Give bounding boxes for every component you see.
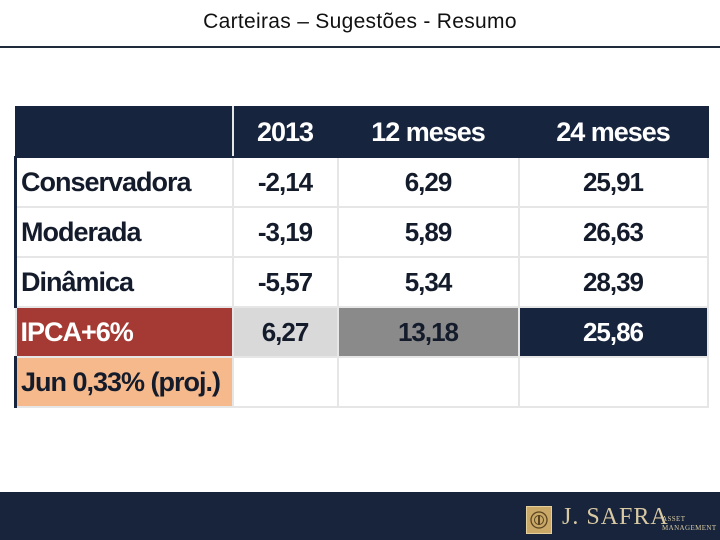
cell-value: 5,89 bbox=[336, 206, 520, 258]
header-corner-cell bbox=[14, 106, 234, 158]
header-12-meses: 12 meses bbox=[336, 106, 520, 158]
row-label-dinamica: Dinâmica bbox=[14, 256, 234, 308]
crest-icon bbox=[526, 506, 552, 534]
row-label-jun: Jun 0,33% (proj.) bbox=[14, 356, 234, 408]
cell-value: 28,39 bbox=[517, 256, 709, 308]
cell-value: 13,18 bbox=[336, 306, 520, 358]
cell-value: -2,14 bbox=[231, 156, 339, 208]
cell-value: 26,63 bbox=[517, 206, 709, 258]
footer-bar bbox=[0, 492, 720, 540]
table-row: Jun 0,33% (proj.) bbox=[14, 356, 709, 408]
table-row: Conservadora -2,14 6,29 25,91 bbox=[14, 156, 709, 208]
title-divider bbox=[0, 46, 720, 48]
cell-value: 5,34 bbox=[336, 256, 520, 308]
brand-subtitle-line: MANAGEMENT bbox=[662, 524, 717, 532]
brand-subtitle: ASSET MANAGEMENT bbox=[662, 515, 717, 533]
cell-value: 25,91 bbox=[517, 156, 709, 208]
table-row: Dinâmica -5,57 5,34 28,39 bbox=[14, 256, 709, 308]
row-label-moderada: Moderada bbox=[14, 206, 234, 258]
brand-name: J. SAFRA bbox=[562, 504, 669, 530]
returns-table: 2013 12 meses 24 meses Conservadora -2,1… bbox=[14, 106, 709, 408]
cell-value: 6,29 bbox=[336, 156, 520, 208]
cell-value: 25,86 bbox=[517, 306, 709, 358]
cell-value bbox=[231, 356, 339, 408]
cell-value: -5,57 bbox=[231, 256, 339, 308]
header-2013: 2013 bbox=[231, 106, 339, 158]
table-row: IPCA+6% 6,27 13,18 25,86 bbox=[14, 306, 709, 358]
row-label-ipca: IPCA+6% bbox=[14, 306, 234, 358]
brand-subtitle-line: ASSET bbox=[662, 515, 686, 523]
cell-value: 6,27 bbox=[231, 306, 339, 358]
cell-value bbox=[336, 356, 520, 408]
cell-value: -3,19 bbox=[231, 206, 339, 258]
row-label-conservadora: Conservadora bbox=[14, 156, 234, 208]
header-24-meses: 24 meses bbox=[517, 106, 709, 158]
table-header-row: 2013 12 meses 24 meses bbox=[14, 106, 709, 158]
table-row: Moderada -3,19 5,89 26,63 bbox=[14, 206, 709, 258]
slide-title: Carteiras – Sugestões - Resumo bbox=[203, 10, 517, 33]
cell-value bbox=[517, 356, 709, 408]
